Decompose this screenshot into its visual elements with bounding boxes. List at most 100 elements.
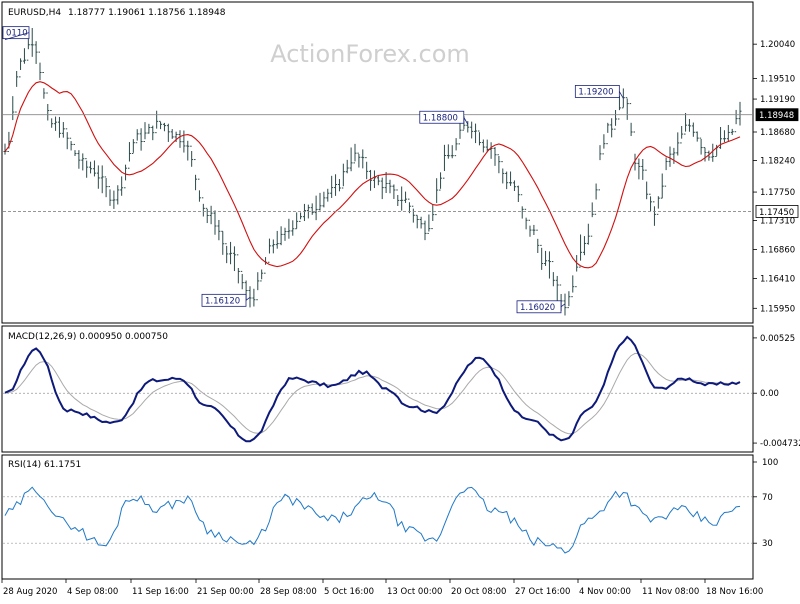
price-bar (656, 196, 660, 215)
price-bar (474, 123, 478, 144)
price-bar (69, 137, 73, 151)
macd-y-tick-label: 0.00 (760, 389, 779, 399)
price-bar (617, 96, 621, 120)
price-bar (652, 201, 656, 226)
price-bar (135, 129, 139, 144)
price-bar (369, 169, 373, 191)
price-bar (431, 204, 435, 230)
price-bar (684, 112, 688, 135)
price-bar (267, 238, 271, 263)
rsi-line (4, 486, 741, 554)
price-bar (415, 214, 419, 229)
price-bars-layer (3, 28, 742, 316)
price-bar (213, 210, 217, 235)
macd-signal-line (4, 352, 741, 435)
price-bar (127, 142, 131, 169)
level-tag-text-1: 1.17450 (759, 208, 794, 218)
price-bar (738, 101, 742, 126)
watermark: ActionForex.com (270, 40, 470, 68)
price-bar (707, 150, 711, 161)
price-lines-layer: 1.18948 1.17450 1.16120 1.18800 1.16020 1.192… (2, 26, 799, 314)
price-bar (357, 152, 361, 168)
price-bar (625, 97, 629, 120)
swing-label-text-2: 1.16020 (520, 303, 555, 313)
level-tag-bg-0 (755, 108, 799, 122)
price-bar (586, 223, 590, 245)
price-bar (108, 186, 112, 206)
price-bar (551, 261, 555, 287)
price-bar (116, 185, 120, 205)
price-bar (232, 246, 236, 272)
x-tick-label: 4 Sep 08:00 (67, 587, 118, 597)
price-bar (186, 140, 190, 161)
macd-title: MACD(12,26,9) 0.000950 0.000750 (8, 332, 168, 342)
rsi-y-tick-label: 100 (762, 458, 778, 468)
level-tag-text-0: 1.18948 (759, 111, 794, 121)
price-bar (334, 174, 338, 196)
price-bar (544, 250, 548, 266)
price-bar (497, 154, 501, 174)
price-bar (516, 185, 520, 203)
price-bar (302, 203, 306, 222)
price-bar (217, 219, 221, 241)
price-bar (466, 121, 470, 133)
price-bar (77, 150, 81, 169)
price-bar (151, 125, 155, 141)
price-bar (477, 130, 481, 146)
price-bar (341, 163, 345, 189)
price-bar (602, 134, 606, 155)
price-bar (112, 190, 116, 209)
price-bar (435, 178, 439, 216)
price-bar (240, 270, 244, 290)
price-bar (229, 241, 233, 265)
price-bar (256, 272, 260, 301)
price-bar (629, 103, 633, 137)
price-bar (190, 145, 194, 167)
price-bar (353, 143, 357, 164)
price-bar (450, 145, 454, 159)
price-bar (680, 125, 684, 144)
price-bar (481, 139, 485, 153)
price-bar (225, 243, 229, 264)
price-bar (442, 144, 446, 179)
price-bar (147, 123, 151, 134)
price-bar (299, 212, 303, 222)
price-bar (722, 130, 726, 143)
x-tick-label: 13 Oct 00:00 (387, 587, 442, 597)
price-bar (201, 197, 205, 217)
price-bar (691, 122, 695, 137)
price-bar (532, 224, 536, 236)
price-bar (30, 28, 34, 57)
price-bar (734, 109, 738, 133)
swing-label-text-1: 1.18800 (423, 113, 458, 123)
price-bar (65, 128, 69, 150)
price-bar (427, 214, 431, 234)
price-bar (376, 175, 380, 186)
macd-y-tick-label: -0.004732 (760, 439, 800, 449)
price-y-tick-label: 1.15950 (760, 304, 795, 314)
price-bar (645, 169, 649, 200)
price-bar (563, 293, 567, 316)
price-bar (61, 122, 65, 138)
price-bar (11, 96, 15, 142)
swing-label-leader-3 (618, 91, 624, 99)
price-bar (419, 216, 423, 229)
price-y-tick-label: 1.19190 (760, 95, 795, 105)
price-bar (668, 146, 672, 167)
rsi-layer (3, 486, 752, 554)
price-bar (221, 230, 225, 255)
price-bar (96, 165, 100, 189)
price-bar (260, 269, 264, 282)
price-bar (649, 193, 653, 212)
rsi-y-tick-label: 70 (762, 493, 773, 503)
price-bar (330, 175, 334, 198)
x-tick-label: 20 Oct 08:00 (451, 587, 506, 597)
price-bar (50, 110, 54, 128)
price-bar (454, 138, 458, 157)
swing-label-leader-0 (245, 297, 251, 301)
price-bar (664, 157, 668, 187)
price-bar (159, 120, 163, 130)
price-bar (209, 205, 213, 225)
price-bar (345, 159, 349, 174)
